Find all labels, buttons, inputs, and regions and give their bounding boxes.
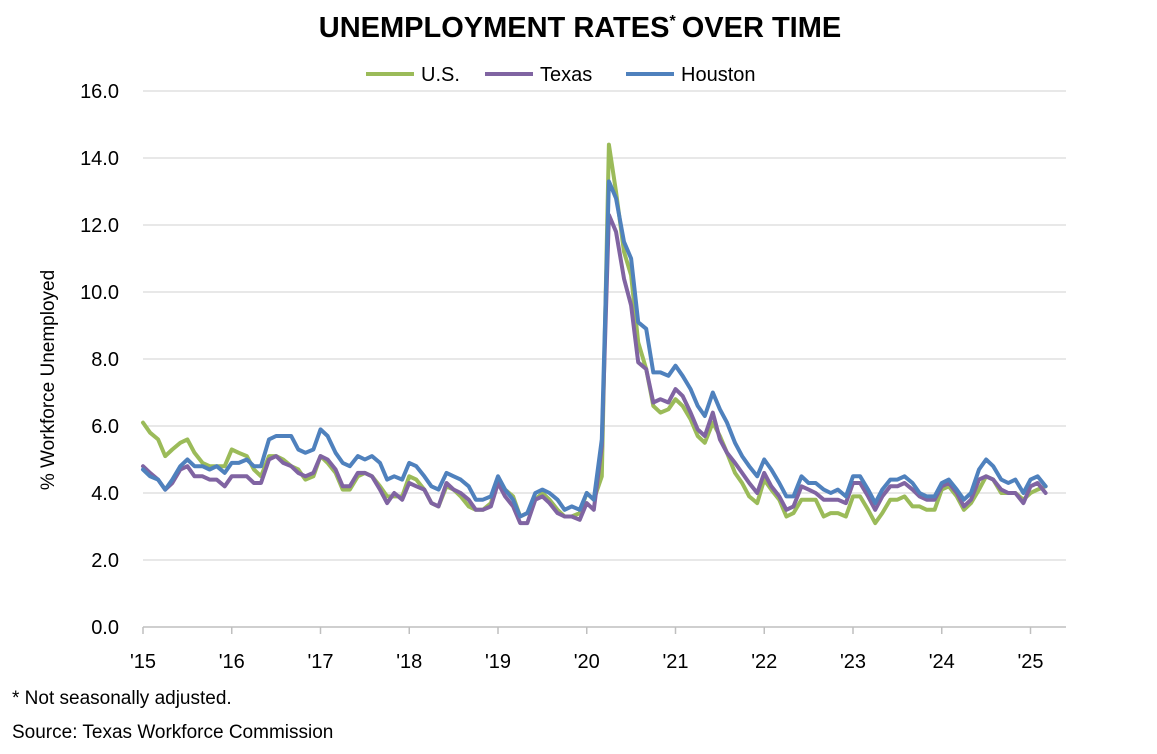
y-tick-label: 2.0	[91, 550, 119, 572]
chart-title: UNEMPLOYMENT RATES* OVER TIME	[319, 12, 841, 44]
footnote-note: * Not seasonally adjusted.	[12, 688, 232, 709]
x-tick-label: '19	[485, 651, 511, 673]
y-tick-label: 10.0	[80, 282, 119, 304]
x-tick-label: '24	[929, 651, 955, 673]
y-axis-ticks: 0.0 2.0 4.0 6.0 8.0 10.0 12.0 14.0 16.0	[80, 81, 119, 639]
series-line-texas	[141, 212, 1048, 526]
x-tick-label: '17	[307, 651, 333, 673]
series-line-houston	[141, 179, 1048, 519]
x-tick-label: '15	[130, 651, 156, 673]
legend: U.S. Texas Houston	[366, 64, 756, 86]
x-tick-label: '18	[396, 651, 422, 673]
y-tick-label: 16.0	[80, 81, 119, 103]
x-tick-label: '16	[219, 651, 245, 673]
legend-label: U.S.	[421, 64, 460, 86]
legend-label: Houston	[681, 64, 756, 86]
footnote-source: Source: Texas Workforce Commission	[12, 722, 334, 743]
y-tick-label: 4.0	[91, 483, 119, 505]
legend-label: Texas	[540, 64, 592, 86]
y-axis-label: % Workforce Unemployed	[38, 270, 59, 490]
series-lines	[141, 142, 1048, 526]
y-tick-label: 6.0	[91, 416, 119, 438]
x-tick-label: '23	[840, 651, 866, 673]
series-line-u-s	[141, 142, 1048, 526]
x-axis: '15 '16 '17 '18 '19 '20 '21 '22 '23 '24 '25	[130, 626, 1066, 673]
x-tick-label: '20	[574, 651, 600, 673]
y-tick-label: 8.0	[91, 349, 119, 371]
x-tick-label: '22	[751, 651, 777, 673]
y-tick-label: 12.0	[80, 215, 119, 237]
x-tick-label: '25	[1017, 651, 1043, 673]
x-tick-label: '21	[662, 651, 688, 673]
y-tick-label: 14.0	[80, 148, 119, 170]
y-tick-label: 0.0	[91, 617, 119, 639]
